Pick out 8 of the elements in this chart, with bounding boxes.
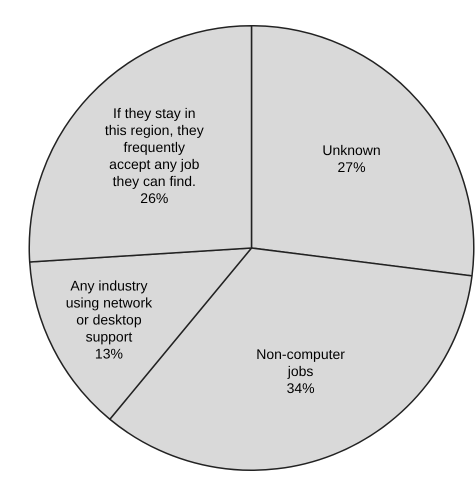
slice-label: Non-computer jobs: [256, 346, 346, 379]
slice-label: Any industry using network or desktop support: [66, 278, 154, 345]
slice-label: If they stay in this region, they frequently accept any job they can find.: [104, 105, 204, 190]
data-label: 27%: [338, 159, 366, 176]
data-label: 26%: [140, 190, 168, 206]
data-label: 34%: [286, 380, 315, 396]
data-label: 13%: [94, 346, 123, 362]
slice-label: Unknown: [322, 142, 381, 158]
